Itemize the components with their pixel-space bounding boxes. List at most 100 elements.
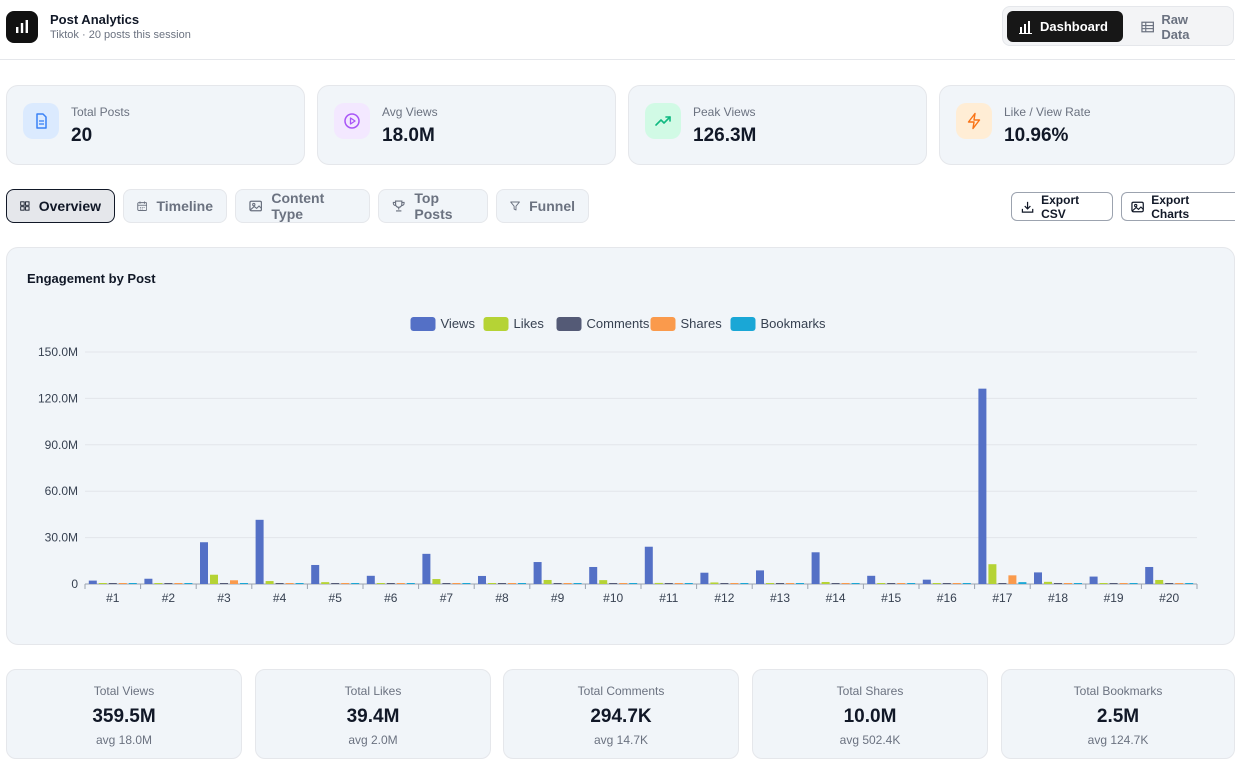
stat-icon-bg bbox=[956, 103, 992, 139]
calendar-icon bbox=[137, 201, 148, 211]
bar-views-8 bbox=[478, 575, 486, 584]
y-tick-label: 0 bbox=[71, 577, 78, 591]
tab-overview[interactable]: Overview bbox=[6, 189, 115, 223]
play-circle-icon bbox=[344, 113, 360, 129]
filter-icon bbox=[510, 201, 520, 211]
x-tick-label: #11 bbox=[659, 591, 678, 605]
bar-bookmarks-18 bbox=[1074, 583, 1082, 584]
bar-bookmarks-2 bbox=[184, 583, 193, 584]
stat-value: 18.0M bbox=[382, 125, 435, 146]
bar-bookmarks-17 bbox=[1018, 582, 1027, 584]
bar-views-15 bbox=[867, 575, 876, 584]
x-tick-label: #15 bbox=[881, 591, 901, 605]
image-icon bbox=[1131, 201, 1144, 212]
summary-card-likes: Total Likes 39.4M avg 2.0M bbox=[255, 669, 491, 759]
export-charts-button[interactable]: Export Charts bbox=[1121, 192, 1235, 221]
x-tick-label: #5 bbox=[329, 591, 343, 605]
bar-views-19 bbox=[1089, 576, 1098, 584]
trending-up-icon bbox=[655, 116, 671, 126]
stat-label: Peak Views bbox=[693, 105, 756, 119]
bar-chart-icon bbox=[1019, 20, 1032, 34]
tab-content-type[interactable]: Content Type bbox=[235, 189, 370, 223]
bar-comments-9 bbox=[553, 583, 562, 584]
export-csv-button[interactable]: Export CSV bbox=[1011, 192, 1113, 221]
bar-comments-6 bbox=[386, 583, 395, 584]
bar-comments-14 bbox=[831, 583, 840, 584]
bar-views-7 bbox=[422, 553, 431, 584]
dashboard-label: Dashboard bbox=[1040, 19, 1108, 34]
bar-views-4 bbox=[255, 519, 264, 584]
engagement-chart-card: Engagement by Post 0 30.0M 60.0M 90.0M 120.0… bbox=[6, 247, 1235, 645]
legend-label-comments: Comments bbox=[587, 316, 650, 331]
bar-shares-8 bbox=[508, 583, 516, 584]
tab-funnel[interactable]: Funnel bbox=[496, 189, 589, 223]
bar-shares-15 bbox=[897, 583, 906, 584]
bar-views-2 bbox=[144, 578, 153, 584]
y-tick-label: 30.0M bbox=[45, 531, 78, 545]
bar-likes-17 bbox=[988, 564, 997, 584]
bar-shares-18 bbox=[1064, 583, 1072, 584]
summary-avg: avg 124.7K bbox=[1087, 733, 1149, 747]
bar-likes-9 bbox=[543, 579, 552, 584]
bar-bookmarks-10 bbox=[629, 583, 638, 584]
summary-avg: avg 14.7K bbox=[593, 733, 649, 747]
bar-bookmarks-12 bbox=[740, 583, 749, 584]
summary-avg: avg 502.4K bbox=[839, 733, 901, 747]
export-charts-label: Export Charts bbox=[1151, 192, 1190, 221]
bar-views-5 bbox=[311, 564, 320, 584]
document-icon bbox=[36, 113, 47, 129]
tab-label: Overview bbox=[38, 198, 101, 214]
bar-likes-10 bbox=[599, 580, 608, 584]
summary-value: 39.4M bbox=[346, 706, 400, 727]
bar-comments-1 bbox=[108, 583, 117, 584]
bar-views-6 bbox=[366, 575, 375, 584]
bar-bookmarks-14 bbox=[851, 583, 860, 584]
stat-label: Like / View Rate bbox=[1004, 105, 1091, 119]
bar-comments-20 bbox=[1165, 583, 1174, 584]
bar-chart-icon bbox=[6, 11, 38, 43]
bar-bookmarks-7 bbox=[462, 583, 471, 584]
x-tick-label: #18 bbox=[1048, 591, 1068, 605]
dashboard-button[interactable]: Dashboard bbox=[1007, 11, 1123, 42]
bar-views-13 bbox=[756, 570, 764, 584]
summary-label: Total Bookmarks bbox=[1073, 684, 1163, 698]
bar-likes-20 bbox=[1155, 579, 1164, 584]
summary-label: Total Comments bbox=[577, 684, 665, 698]
stat-card-like-view-rate: Like / View Rate 10.96% bbox=[939, 85, 1235, 165]
bar-comments-13 bbox=[776, 583, 784, 584]
bar-likes-19 bbox=[1099, 583, 1108, 584]
bar-likes-12 bbox=[710, 582, 719, 584]
bar-comments-15 bbox=[887, 583, 896, 584]
y-tick-label: 120.0M bbox=[38, 391, 78, 405]
bar-bookmarks-1 bbox=[128, 583, 137, 584]
legend-swatch-comments bbox=[556, 317, 582, 331]
summary-value: 10.0M bbox=[843, 706, 897, 727]
x-tick-label: #13 bbox=[770, 591, 790, 605]
bar-shares-5 bbox=[341, 583, 350, 584]
bar-shares-7 bbox=[452, 583, 461, 584]
bar-shares-1 bbox=[118, 583, 127, 584]
raw-data-button[interactable]: Raw Data bbox=[1129, 11, 1229, 42]
stat-value: 10.96% bbox=[1004, 125, 1069, 146]
bar-shares-6 bbox=[396, 583, 405, 584]
summary-card-shares: Total Shares 10.0M avg 502.4K bbox=[752, 669, 988, 759]
lightning-icon bbox=[967, 112, 981, 130]
bar-shares-17 bbox=[1008, 575, 1017, 584]
bar-views-3 bbox=[200, 542, 208, 584]
bar-likes-5 bbox=[321, 582, 330, 584]
y-tick-label: 150.0M bbox=[38, 345, 78, 359]
legend-swatch-shares bbox=[650, 317, 676, 331]
bar-shares-3 bbox=[230, 580, 238, 584]
stat-card-avg-views: Avg Views 18.0M bbox=[317, 85, 616, 165]
tab-top-posts[interactable]: Top Posts bbox=[378, 189, 488, 223]
summary-card-comments: Total Comments 294.7K avg 14.7K bbox=[503, 669, 739, 759]
stat-label: Avg Views bbox=[382, 105, 438, 119]
tab-timeline[interactable]: Timeline bbox=[123, 189, 227, 223]
bar-views-14 bbox=[811, 552, 820, 584]
app-title: Post Analytics bbox=[50, 12, 140, 27]
bar-likes-6 bbox=[376, 583, 385, 584]
legend-label-views: Views bbox=[441, 316, 476, 331]
summary-avg: avg 18.0M bbox=[95, 733, 153, 747]
bar-comments-19 bbox=[1109, 583, 1118, 584]
bar-likes-18 bbox=[1044, 581, 1052, 584]
